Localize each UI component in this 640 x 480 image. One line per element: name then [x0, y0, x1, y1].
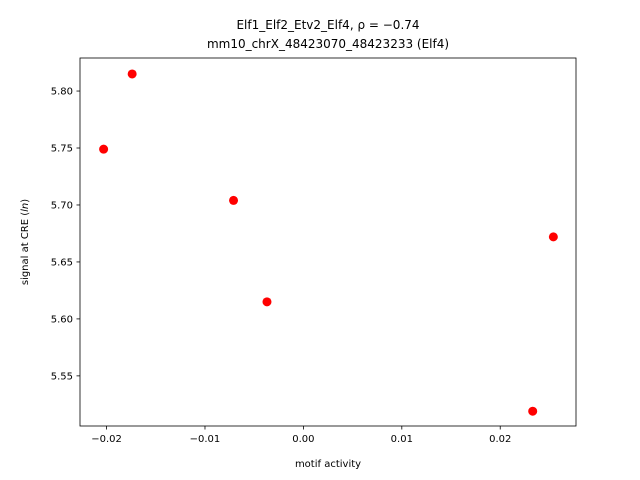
axes-frame	[79, 57, 577, 427]
y-tick-label: 5.80	[51, 87, 73, 98]
plot-area	[80, 58, 576, 426]
y-axis-label: signal at CRE (ln)	[20, 199, 31, 285]
data-point	[99, 144, 109, 154]
x-axis-ticks: −0.02 −0.01 0.00 0.01 0.02	[91, 426, 511, 445]
chart-title: Elf1_Elf2_Etv2_Elf4, ρ = −0.74 mm10_chrX…	[207, 18, 449, 51]
y-tick-label: 5.55	[51, 371, 73, 382]
y-axis-ticks: 5.55 5.60 5.65 5.70 5.75 5.80	[51, 87, 80, 382]
x-tick-label: −0.02	[91, 434, 122, 445]
x-tick-label: 0.00	[292, 434, 314, 445]
data-points	[99, 69, 558, 416]
data-point	[528, 406, 538, 416]
x-tick-label: 0.02	[489, 434, 511, 445]
y-tick-label: 5.65	[51, 258, 73, 269]
x-tick-label: −0.01	[190, 434, 221, 445]
data-point	[548, 232, 558, 242]
chart-title-name: Elf1_Elf2_Etv2_Elf4,	[236, 18, 357, 32]
data-point	[127, 69, 137, 79]
chart-title-line2: mm10_chrX_48423070_48423233 (Elf4)	[207, 37, 449, 51]
x-axis-label: motif activity	[295, 459, 361, 470]
y-tick-label: 5.70	[51, 201, 73, 212]
data-point	[262, 297, 272, 307]
y-tick-label: 5.75	[51, 144, 73, 155]
data-point	[229, 195, 239, 205]
x-tick-label: 0.01	[391, 434, 413, 445]
chart-title-rho: ρ = −0.74	[357, 18, 419, 32]
chart-title-line1: Elf1_Elf2_Etv2_Elf4, ρ = −0.74	[236, 18, 419, 32]
y-tick-label: 5.60	[51, 315, 73, 326]
